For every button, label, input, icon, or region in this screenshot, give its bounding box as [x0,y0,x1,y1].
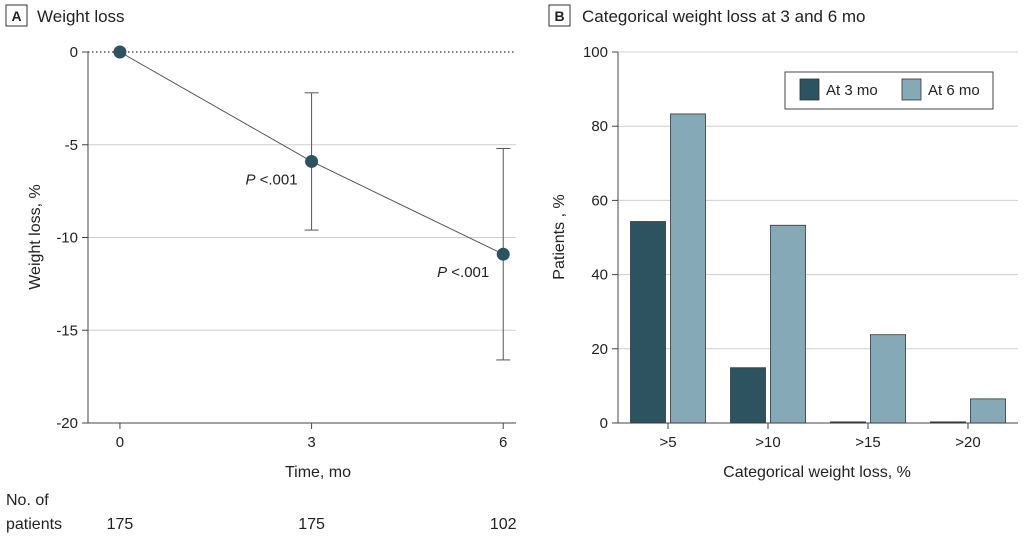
data-point-1 [305,154,319,168]
panel-a-gridlines [88,51,516,424]
data-point-2 [496,247,510,261]
panel-a-letter-box [5,4,28,27]
x-tick-label-2: 6 [499,434,507,451]
panel-a-y-axis-label: Weight loss, % [27,184,44,290]
legend-swatch-3mo [799,78,820,101]
patients-header-line1: No. of [6,492,49,509]
bar-3-0 [930,421,966,424]
bar-1-1 [770,224,806,424]
y-tick-label-2: -10 [56,230,78,247]
bar-0-1 [670,113,706,424]
y-tick-label-1: -5 [65,137,78,154]
panel-b-letter: B [554,8,564,24]
panel-a-axes [82,51,516,429]
panel-b-categorical-weight-loss: B Categorical weight loss at 3 and 6 mo … [548,4,1018,481]
y-tick-label-3: -15 [56,322,78,339]
panel-b-bars [630,113,1006,424]
panel-b-x-axis-label: Categorical weight loss, % [723,464,911,481]
patients-count-2: 102 [490,516,517,533]
panel-a-annotations: P <.001 P <.001 [245,171,489,281]
panel-a-title: Weight loss [37,7,125,26]
bar-2-1 [870,334,906,424]
patients-header-line2: patients [6,516,62,533]
y-tick-label-1: 20 [591,341,608,358]
bar-2-0 [830,421,866,424]
p-value-annotation-0: P <.001 [245,171,297,188]
y-tick-label-4: -20 [56,415,78,432]
legend-label-6mo: At 6 mo [928,82,980,99]
panel-a-x-axis-label: Time, mo [285,464,351,481]
patients-count-0: 175 [107,516,134,533]
panel-a-y-tick-labels: 0 -5 -10 -15 -20 [56,44,78,432]
bar-1-0 [730,367,766,424]
legend-swatch-6mo [901,78,922,101]
x-tick-label-0: 0 [116,434,124,451]
x-tick-label-2: >15 [855,434,880,451]
panel-b-y-tick-labels: 0 20 40 60 80 100 [583,44,608,432]
y-tick-label-0: 0 [70,44,78,61]
panel-b-letter-box [548,4,571,27]
legend-box [784,71,994,110]
panel-a-series [113,45,511,361]
p-value-annotation-1: P <.001 [437,264,489,281]
panel-b-title: Categorical weight loss at 3 and 6 mo [582,7,866,26]
y-tick-label-0: 0 [600,415,608,432]
panel-b-x-tick-labels: >5 >10 >15 >20 [659,434,980,451]
panel-a-x-tick-labels: 0 3 6 [116,434,508,451]
bar-3-1 [970,398,1006,424]
panel-b-legend: At 3 mo At 6 mo [784,71,994,110]
panel-b-y-axis-label: Patients , % [551,194,568,279]
patients-count-1: 175 [298,516,325,533]
x-tick-label-1: >10 [755,434,780,451]
panel-a-letter: A [11,8,21,24]
y-tick-label-2: 40 [591,267,608,284]
bar-0-0 [630,221,666,424]
x-tick-label-0: >5 [659,434,676,451]
y-tick-label-3: 60 [591,192,608,209]
data-point-0 [113,45,127,59]
legend-label-3mo: At 3 mo [826,82,878,99]
x-tick-label-1: 3 [307,434,315,451]
y-tick-label-5: 100 [583,44,608,61]
patients-count-row: 175 175 102 [107,516,517,533]
x-tick-label-3: >20 [955,434,980,451]
y-tick-label-4: 80 [591,118,608,135]
